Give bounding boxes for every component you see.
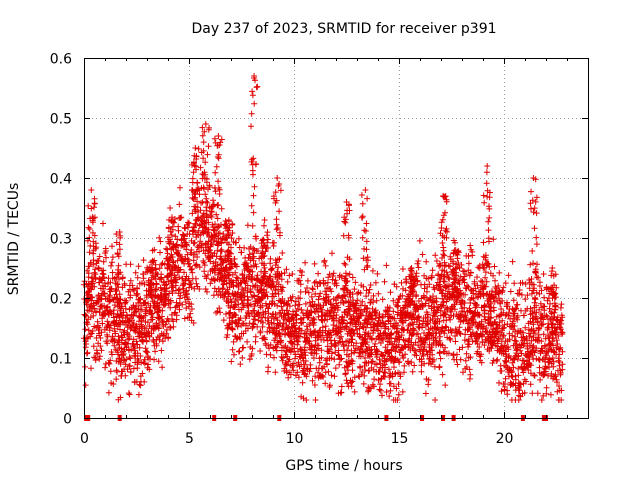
y-tick-label: 0.4 (50, 172, 72, 188)
y-tick-labels: 0 0.1 0.2 0.3 0.4 0.5 0.6 (50, 52, 72, 428)
y-axis-label: SRMTID / TECUs (6, 183, 22, 296)
chart-title: Day 237 of 2023, SRMTID for receiver p39… (191, 21, 496, 37)
x-tick-label: 5 (185, 431, 194, 447)
axis-ticks (84, 58, 588, 419)
x-tick-label: 15 (391, 431, 409, 447)
y-tick-label: 0 (63, 412, 72, 428)
x-tick-labels: 0 5 10 15 20 (80, 431, 513, 447)
y-tick-label: 0.1 (50, 352, 72, 368)
scatter-point-markers (80, 73, 566, 403)
data-points (80, 73, 566, 403)
y-tick-label: 0.5 (50, 112, 72, 128)
y-tick-label: 0.3 (50, 232, 72, 248)
y-tick-label: 0.6 (50, 52, 72, 68)
x-tick-label: 0 (80, 431, 89, 447)
x-tick-label: 20 (496, 431, 514, 447)
x-axis-label: GPS time / hours (285, 458, 402, 474)
y-tick-label: 0.2 (50, 292, 72, 308)
x-tick-label: 10 (286, 431, 304, 447)
